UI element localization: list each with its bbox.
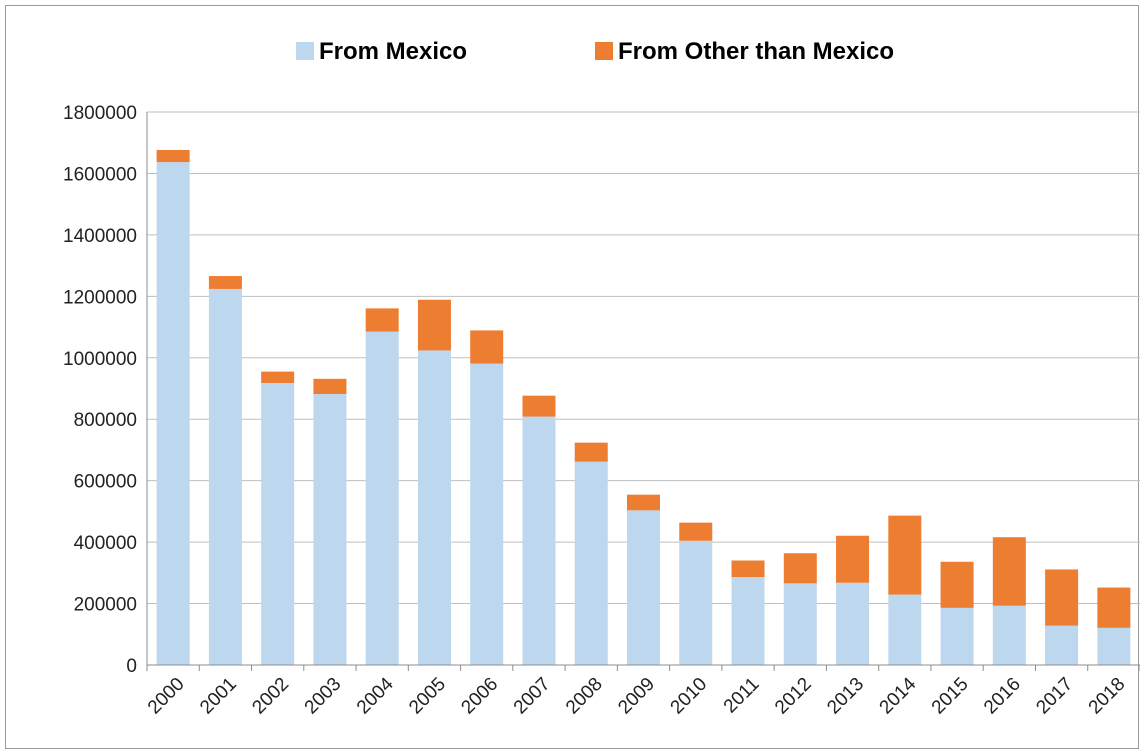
bar-from-mexico: [940, 607, 974, 665]
x-tick-label: 2010: [667, 674, 712, 719]
x-tick-label: 2005: [405, 674, 450, 719]
bar-from-other-than-mexico: [1097, 587, 1131, 628]
bar-from-other-than-mexico: [417, 299, 451, 351]
bar-from-other-than-mexico: [783, 553, 817, 584]
gridlines: [147, 111, 1140, 605]
bar-from-mexico: [888, 594, 922, 665]
legend-label-from-mexico: From Mexico: [319, 38, 467, 65]
y-tick-label: 1800000: [63, 103, 137, 124]
bar-from-mexico: [1045, 625, 1079, 665]
x-tick-label: 2015: [928, 674, 973, 719]
y-axis: 0 200000 400000 600000 800000 1000000 1200000 1…: [63, 103, 148, 677]
bar-from-mexico: [731, 577, 765, 665]
y-tick-label: 1200000: [63, 287, 137, 308]
x-tick-label: 2013: [823, 674, 868, 719]
bar-from-mexico: [313, 394, 347, 665]
bar-from-other-than-mexico: [940, 561, 974, 608]
bar-from-other-than-mexico: [992, 537, 1026, 606]
bar-from-other-than-mexico: [888, 515, 922, 595]
stacked-bar-chart: From Mexico From Other than Mexico 0 2000…: [63, 38, 1140, 719]
legend-label-from-other-than-mexico: From Other than Mexico: [618, 38, 894, 65]
x-tick-label: 2011: [720, 674, 764, 718]
x-tick-label: 2012: [771, 674, 816, 719]
y-tick-label: 200000: [74, 595, 137, 616]
bar-from-mexico: [679, 540, 713, 665]
x-tick-label: 2016: [980, 674, 1025, 719]
bar-from-mexico: [365, 331, 399, 665]
y-tick-label: 1400000: [63, 226, 137, 247]
bar-from-mexico: [836, 582, 870, 665]
y-tick-label: 800000: [74, 410, 137, 431]
bar-from-other-than-mexico: [574, 442, 608, 462]
x-tick-label: 2008: [562, 674, 607, 719]
bar-from-other-than-mexico: [365, 308, 399, 332]
x-tick-label: 2000: [144, 674, 189, 719]
bar-from-other-than-mexico: [470, 330, 504, 364]
bar-from-mexico: [522, 416, 556, 665]
x-tick-label: 2002: [248, 674, 293, 719]
bars: [156, 149, 1131, 666]
bar-from-mexico: [574, 461, 608, 665]
bar-from-other-than-mexico: [522, 395, 556, 417]
x-tick-label: 2001: [196, 674, 241, 719]
y-tick-label: 1000000: [63, 349, 137, 370]
x-tick-label: 2004: [353, 673, 398, 718]
x-tick-label: 2009: [614, 674, 659, 719]
bar-from-mexico: [992, 605, 1026, 665]
x-tick-label: 2014: [876, 673, 921, 718]
y-tick-label: 400000: [74, 533, 137, 554]
x-tick-label: 2007: [510, 674, 555, 719]
y-tick-label: 0: [126, 656, 137, 677]
x-tick-label: 2006: [457, 674, 502, 719]
bar-from-mexico: [156, 162, 190, 666]
legend-swatch-from-other-than-mexico: [595, 42, 613, 60]
bar-from-other-than-mexico: [627, 494, 660, 511]
bar-from-mexico: [627, 510, 660, 665]
bar-from-mexico: [261, 382, 295, 665]
bar-from-other-than-mexico: [208, 276, 242, 289]
x-tick-label: 2017: [1032, 674, 1077, 719]
bar-from-other-than-mexico: [156, 149, 190, 163]
y-tick-label: 600000: [74, 472, 137, 493]
bar-from-mexico: [1097, 627, 1131, 665]
legend: From Mexico From Other than Mexico: [296, 38, 894, 65]
bar-from-mexico: [470, 363, 504, 665]
x-axis: 2000 2001 2002 2003 2004 2005 2006 2007 2008 2009…: [144, 664, 1140, 719]
bar-from-mexico: [417, 350, 451, 665]
bar-from-mexico: [208, 288, 242, 665]
bar-from-other-than-mexico: [731, 560, 765, 578]
x-tick-label: 2003: [301, 674, 346, 719]
x-tick-label: 2018: [1085, 674, 1130, 719]
bar-from-other-than-mexico: [1045, 569, 1079, 626]
chart-frame: From Mexico From Other than Mexico 0 2000…: [5, 5, 1140, 749]
bar-from-mexico: [783, 583, 817, 665]
bar-from-other-than-mexico: [679, 522, 713, 541]
y-tick-label: 1600000: [63, 164, 137, 185]
bar-from-other-than-mexico: [261, 371, 295, 383]
bar-from-other-than-mexico: [313, 378, 347, 395]
bar-from-other-than-mexico: [836, 535, 870, 583]
legend-swatch-from-mexico: [296, 42, 314, 60]
